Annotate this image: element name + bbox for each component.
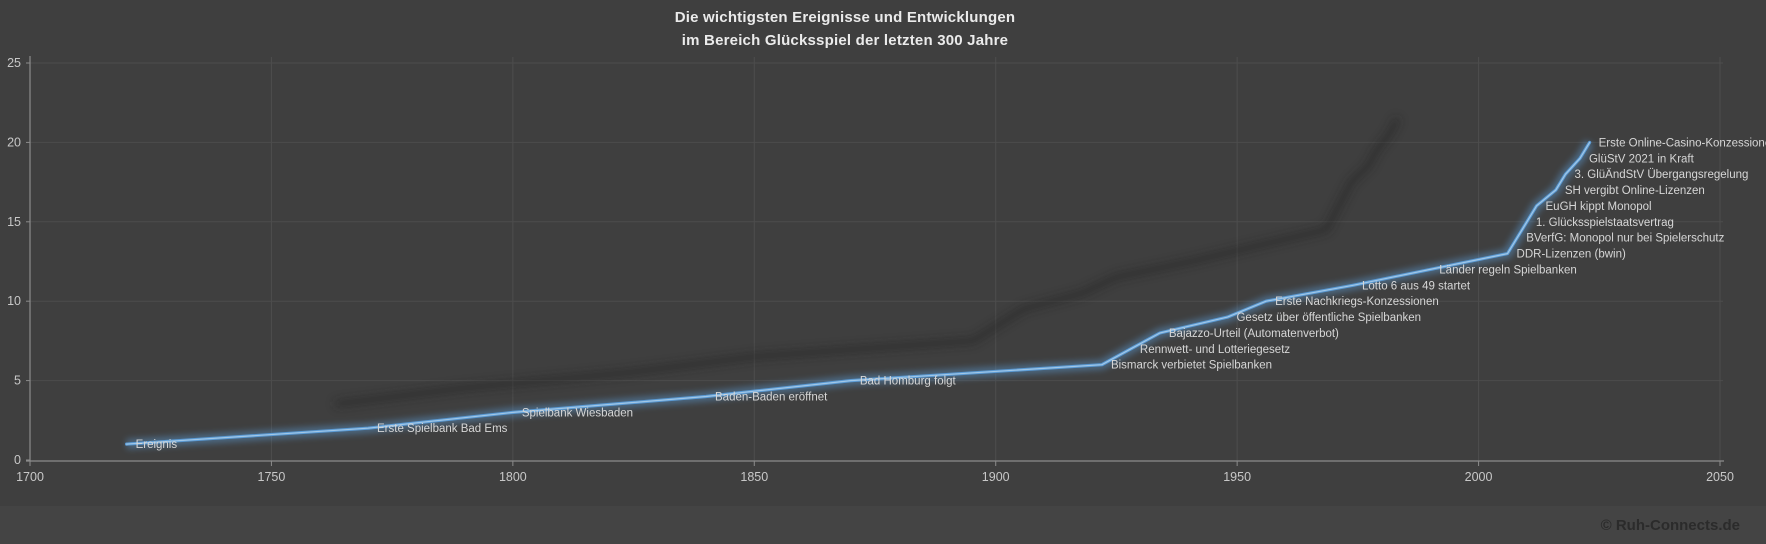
- event-label-3: Spielbank Wiesbaden: [522, 407, 633, 419]
- event-label-20: Erste Online-Casino-Konzessionen: [1599, 137, 1766, 149]
- series-line: [125, 140, 1592, 446]
- event-label-17: SH vergibt Online-Lizenzen: [1565, 185, 1705, 197]
- event-label-13: DDR-Lizenzen (bwin): [1517, 249, 1626, 261]
- x-tick-label-1800: 1800: [499, 470, 527, 484]
- event-label-9: Gesetz über öffentliche Spielbanken: [1236, 312, 1421, 324]
- x-tick-label-1750: 1750: [258, 470, 286, 484]
- copyright-text: © Ruh-Connects.de: [1600, 517, 1740, 534]
- series-line-core: [126, 141, 1591, 445]
- y-tick-label-25: 25: [7, 56, 21, 70]
- y-tick-label-15: 15: [7, 215, 21, 229]
- series-shadow: [334, 116, 1401, 408]
- event-label-6: Bismarck verbietet Spielbanken: [1111, 360, 1272, 372]
- event-label-1: Ereignis: [136, 439, 178, 451]
- event-label-12: Länder regeln Spielbanken: [1439, 264, 1576, 276]
- x-tick-label-2050: 2050: [1706, 470, 1734, 484]
- event-label-7: Rennwett- und Lotteriegesetz: [1140, 344, 1290, 356]
- event-label-16: EuGH kippt Monopol: [1546, 201, 1652, 213]
- chart-title-line-1: Die wichtigsten Ereignisse und Entwicklu…: [674, 9, 1016, 26]
- event-label-19: GlüStV 2021 in Kraft: [1589, 153, 1695, 165]
- chart-title: Die wichtigsten Ereignisse und Entwicklu…: [0, 7, 1690, 52]
- y-tick-label-5: 5: [14, 374, 21, 388]
- event-label-2: Erste Spielbank Bad Ems: [377, 423, 508, 435]
- event-label-8: Bajazzo-Urteil (Automatenverbot): [1169, 328, 1339, 340]
- y-tick-label-20: 20: [7, 135, 21, 149]
- series-line-glow: [126, 139, 1594, 450]
- event-label-4: Baden-Baden eröffnet: [715, 391, 828, 403]
- x-tick-label-1700: 1700: [16, 470, 44, 484]
- x-tick-label-1850: 1850: [740, 470, 768, 484]
- x-tick-label-1900: 1900: [982, 470, 1010, 484]
- y-tick-label-0: 0: [14, 453, 21, 467]
- event-label-5: Bad Homburg folgt: [860, 376, 957, 388]
- x-tick-label-2000: 2000: [1465, 470, 1493, 484]
- chart-title-line-2: im Bereich Glücksspiel der letzten 300 J…: [681, 31, 1009, 49]
- x-tick-label-1950: 1950: [1223, 470, 1251, 484]
- event-label-14: BVerfG: Monopol nur bei Spielerschutz: [1526, 233, 1724, 245]
- event-label-10: Erste Nachkriegs-Konzessionen: [1275, 296, 1439, 308]
- event-label-11: Lotto 6 aus 49 startet: [1362, 280, 1471, 292]
- y-tick-label-10: 10: [7, 294, 21, 308]
- event-label-18: 3. GlüÄndStV Übergangsregelung: [1574, 169, 1748, 181]
- event-label-15: 1. Glücksspielstaatsvertrag: [1536, 217, 1674, 229]
- footer-band: [0, 506, 1766, 544]
